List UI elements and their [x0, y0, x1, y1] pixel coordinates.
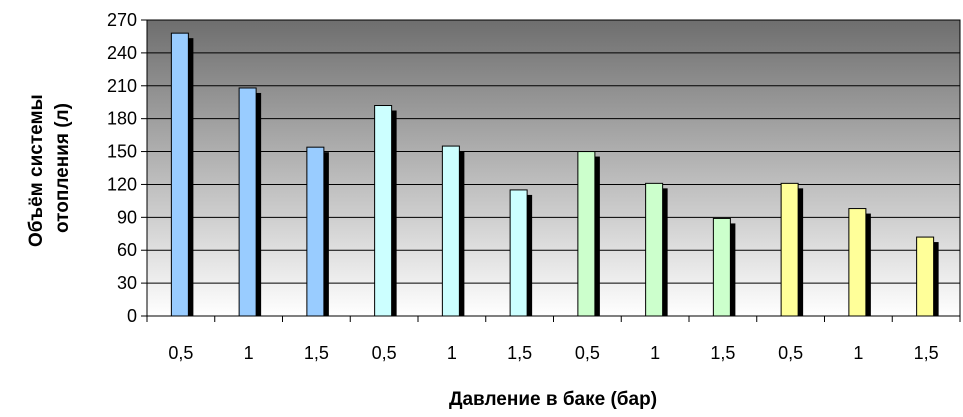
x-tick-label: 1 — [650, 343, 660, 363]
bar — [374, 105, 393, 317]
y-tick-label: 180 — [107, 109, 137, 129]
x-tick-label: 1 — [447, 343, 457, 363]
x-tick-label: 0,5 — [372, 343, 397, 363]
bar — [306, 146, 325, 317]
gridlines — [147, 52, 960, 284]
bar — [916, 236, 935, 317]
bar — [170, 32, 189, 317]
y-tick-label: 150 — [107, 142, 137, 162]
bar — [780, 182, 799, 317]
bar — [712, 217, 731, 317]
y-tick-label: 240 — [107, 43, 137, 63]
bar — [441, 145, 460, 317]
bar — [848, 208, 867, 317]
x-tick-label: 1 — [853, 343, 863, 363]
x-tick-label: 1,5 — [710, 343, 735, 363]
x-tick-label: 0,5 — [778, 343, 803, 363]
x-tick-label: 0,5 — [575, 343, 600, 363]
bar — [645, 182, 664, 317]
bar — [238, 87, 257, 317]
y-tick-label: 90 — [117, 207, 137, 227]
x-tick-label: 1 — [244, 343, 254, 363]
y-tick-label: 30 — [117, 273, 137, 293]
x-tick-label: 1,5 — [507, 343, 532, 363]
bars — [170, 32, 939, 317]
bar — [577, 151, 596, 317]
y-tick-label: 0 — [127, 306, 137, 326]
x-axis-ticks: 0,5 1 1,5 0,5 1 1,5 0,5 1 1,5 0,5 1 1,5 — [146, 316, 961, 363]
y-axis-ticks: 0 30 60 90 120 150 180 210 240 270 — [107, 10, 147, 326]
bar — [509, 189, 528, 317]
x-tick-label: 0,5 — [168, 343, 193, 363]
y-tick-label: 210 — [107, 76, 137, 96]
y-axis-title-line-2: отопления (л) — [52, 103, 73, 233]
x-tick-label: 1,5 — [304, 343, 329, 363]
x-axis-title: Давление в баке (бар) — [449, 389, 657, 410]
plot-area — [146, 19, 961, 317]
y-tick-label: 60 — [117, 240, 137, 260]
y-axis-title: Объём системы отопления (л) — [26, 89, 73, 247]
x-tick-label: 1,5 — [914, 343, 939, 363]
y-axis-title-line-1: Объём системы — [26, 94, 47, 247]
y-tick-label: 270 — [107, 10, 137, 30]
y-tick-label: 120 — [107, 174, 137, 194]
